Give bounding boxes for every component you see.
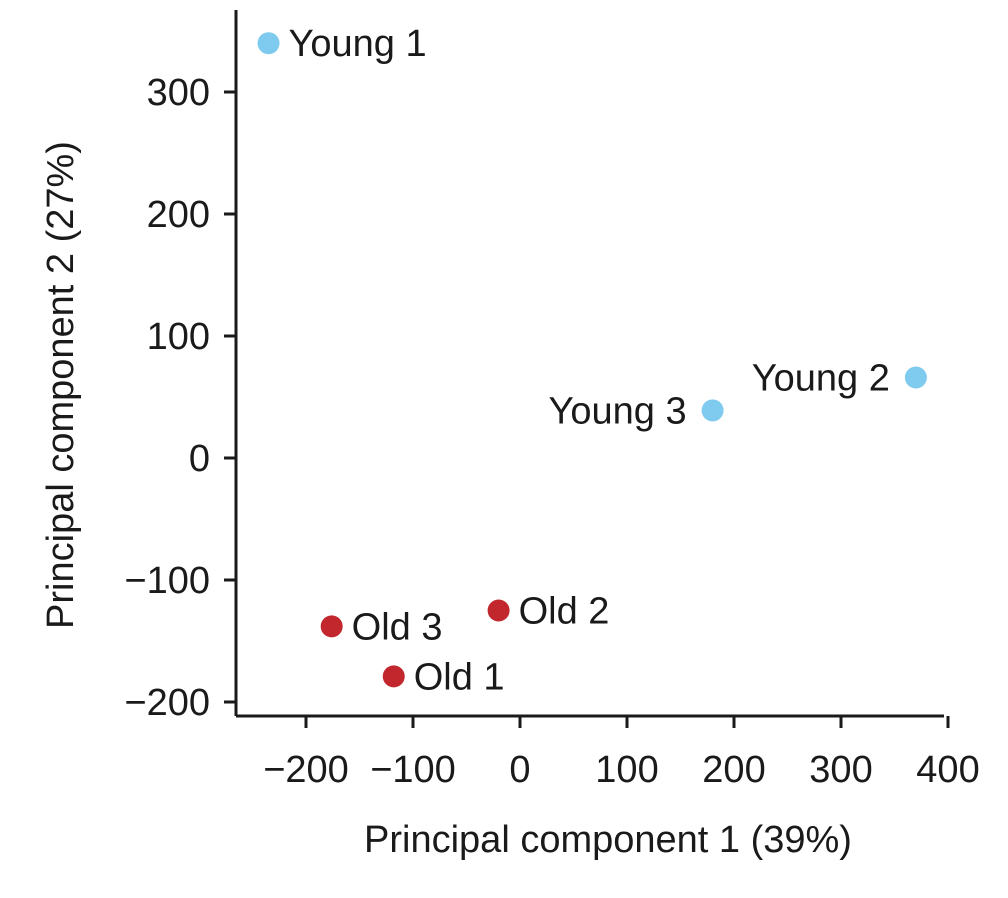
x-tick-label: −200 xyxy=(263,749,349,791)
y-tick-label: 0 xyxy=(189,438,210,480)
x-tick-label: 300 xyxy=(809,749,872,791)
data-point-label: Old 1 xyxy=(414,656,505,698)
y-tick-label: −200 xyxy=(124,682,210,724)
y-tick-label: −100 xyxy=(124,560,210,602)
x-tick-label: 200 xyxy=(702,749,765,791)
x-axis-title: Principal component 1 (39%) xyxy=(364,819,852,861)
x-tick-label: 0 xyxy=(509,749,530,791)
x-ticks: −200 −100 0 100 200 300 400 xyxy=(263,716,980,791)
x-tick-label: −100 xyxy=(370,749,456,791)
y-tick-label: 200 xyxy=(147,194,210,236)
data-point xyxy=(904,366,927,389)
y-tick-label: 300 xyxy=(147,72,210,114)
data-point xyxy=(701,399,724,422)
data-point-label: Young 3 xyxy=(549,390,687,432)
data-points: Young 1 Young 2 Young 3 Old 1 Old 2 Old 3 xyxy=(257,23,927,698)
axes: −200 −100 0 100 200 300 400 −200 −100 0 100 200 300 xyxy=(124,10,980,791)
data-point-label: Old 3 xyxy=(352,606,443,648)
y-tick-label: 100 xyxy=(147,316,210,358)
data-point xyxy=(382,665,405,688)
data-point-label: Young 2 xyxy=(752,357,890,399)
y-ticks: −200 −100 0 100 200 300 xyxy=(124,72,236,724)
y-axis-title: Principal component 2 (27%) xyxy=(40,141,82,629)
x-tick-label: 400 xyxy=(916,749,979,791)
data-point-label: Old 2 xyxy=(519,591,610,633)
x-tick-label: 100 xyxy=(595,749,658,791)
data-point xyxy=(257,32,280,55)
data-point xyxy=(487,599,510,622)
data-point xyxy=(320,615,343,638)
data-point-label: Young 1 xyxy=(289,23,427,65)
